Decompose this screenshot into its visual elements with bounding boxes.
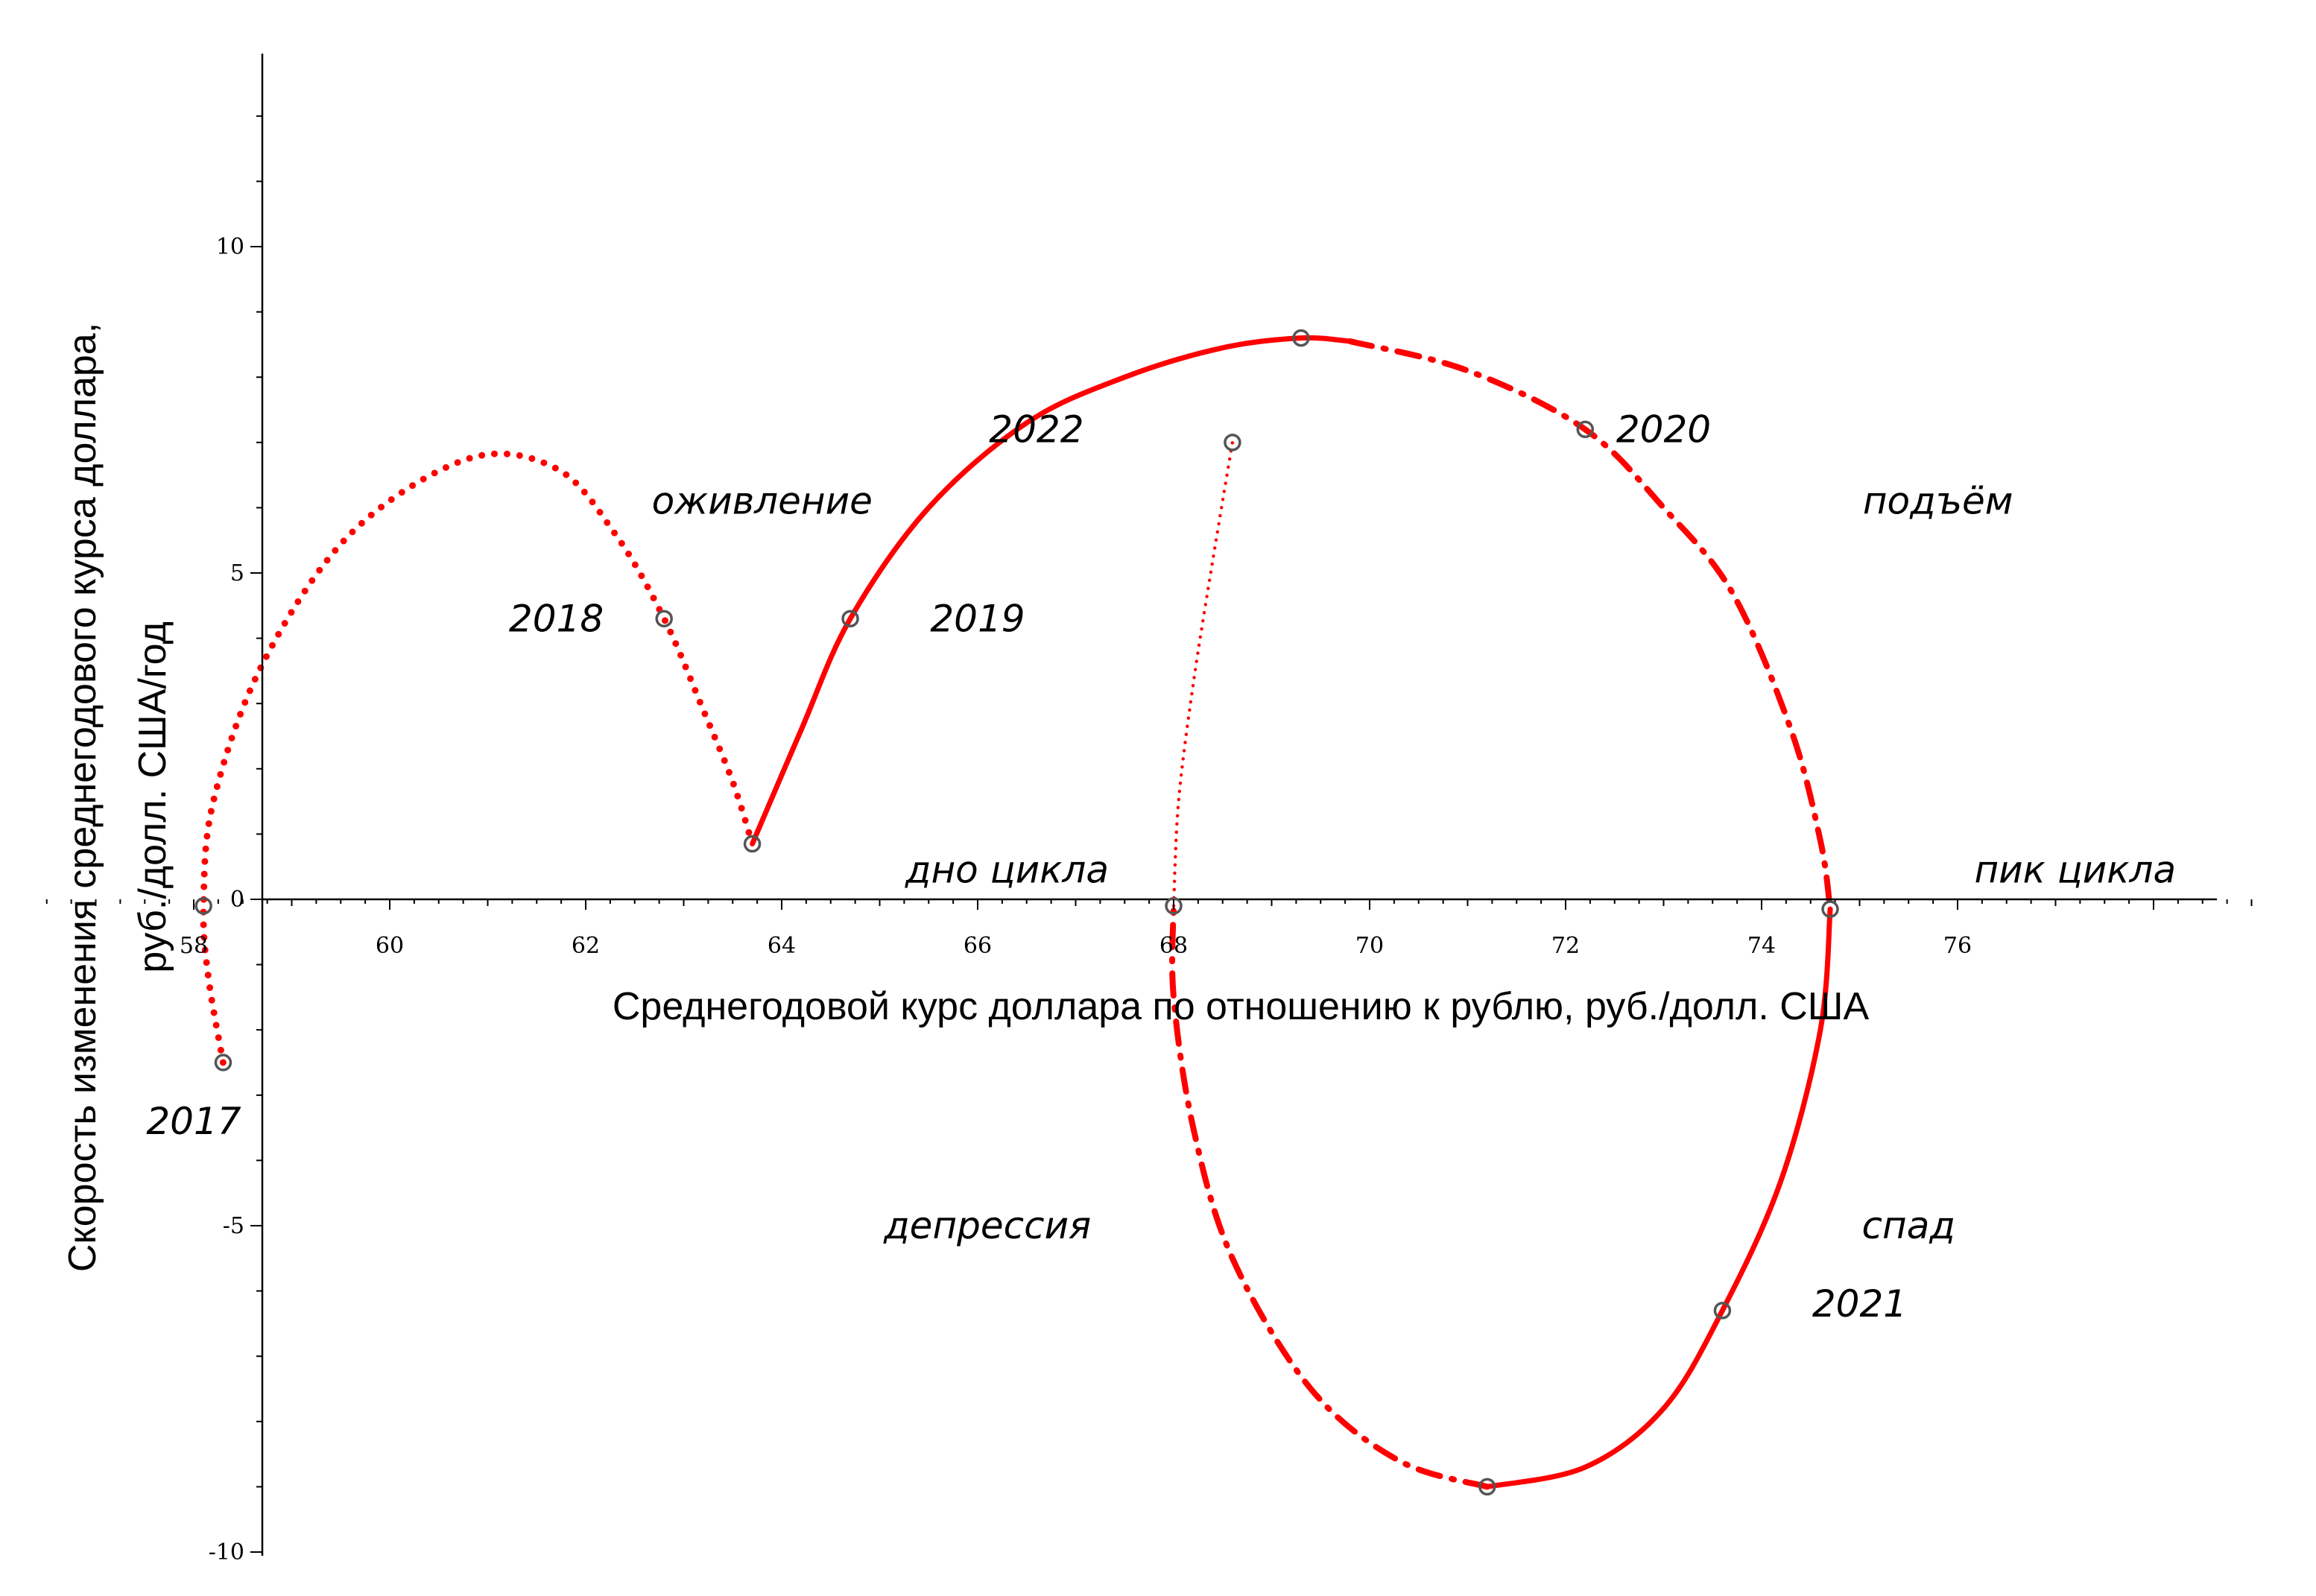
data-point — [1292, 329, 1310, 347]
annotation-label: 2019 — [930, 597, 1025, 640]
axes — [261, 54, 2217, 1556]
x-tick-label: 58 — [180, 933, 208, 959]
y-axis-title-line-1: Скорость изменения среднегодового курса … — [61, 323, 104, 1272]
data-point — [743, 835, 762, 853]
x-tick-label: 68 — [1159, 933, 1188, 959]
axis-ticks: 58 60 62 64 66 68 70 72 74 76 10 5 0 -5 -10 — [45, 115, 2253, 1565]
x-tick-label: 60 — [376, 933, 404, 959]
x-tick-label: 62 — [572, 933, 600, 959]
annotation-label: депрессия — [883, 1204, 1091, 1247]
y-tick-label: -5 — [223, 1213, 244, 1239]
data-point-2020 — [1576, 420, 1595, 439]
x-tick-label: 74 — [1747, 933, 1776, 959]
annotation-label: 2018 — [509, 597, 604, 640]
annotation-label: оживление — [652, 480, 873, 523]
data-point — [1821, 900, 1839, 918]
x-tick-label: 76 — [1943, 933, 1972, 959]
data-point-2019 — [841, 609, 859, 628]
x-tick-label: 72 — [1551, 933, 1580, 959]
series-line-dashdot — [1169, 902, 1490, 1490]
data-point-markers — [194, 329, 1839, 1496]
annotation-label: 2022 — [989, 408, 1083, 451]
series-line-solid — [1484, 906, 1833, 1489]
y-tick-label: 10 — [216, 234, 244, 260]
annotation-label: 2020 — [1616, 408, 1711, 451]
x-axis-title: Среднегодовой курс доллара по отношению … — [613, 985, 1870, 1028]
annotation-label: дно цикла — [905, 849, 1109, 892]
x-tick-label: 70 — [1355, 933, 1384, 959]
series-line-dashdot — [1347, 338, 1834, 913]
data-point-2017 — [214, 1054, 232, 1071]
annotation-label: 2021 — [1812, 1282, 1907, 1326]
series-line-dotted — [200, 450, 756, 1066]
annotation-label: 2017 — [146, 1100, 241, 1143]
y-tick-label: 5 — [230, 560, 244, 586]
annotation-label: спад — [1862, 1204, 1955, 1247]
y-tick-label: -10 — [209, 1539, 244, 1565]
x-tick-label: 64 — [768, 933, 796, 959]
series-line-solid — [750, 335, 1353, 846]
x-tick-label: 66 — [964, 933, 992, 959]
data-point — [1478, 1478, 1496, 1496]
data-point-2018 — [655, 609, 673, 628]
y-axis-title-line-2: руб./долл. США/год — [131, 621, 174, 973]
annotation-label: пик цикла — [1974, 849, 2176, 892]
data-point — [194, 897, 212, 915]
chart-annotations: 2017 2018 2019 2020 2021 2022 оживление подъём д… — [146, 408, 2176, 1326]
trajectory-curves — [200, 335, 1834, 1490]
y-tick-label: 0 — [230, 887, 244, 913]
data-point — [1165, 897, 1183, 915]
series-line-fine-dotted — [1171, 440, 1235, 908]
data-point-2022 — [1224, 434, 1241, 452]
data-point-2021 — [1713, 1302, 1732, 1320]
annotation-label: подъём — [1863, 480, 2013, 523]
